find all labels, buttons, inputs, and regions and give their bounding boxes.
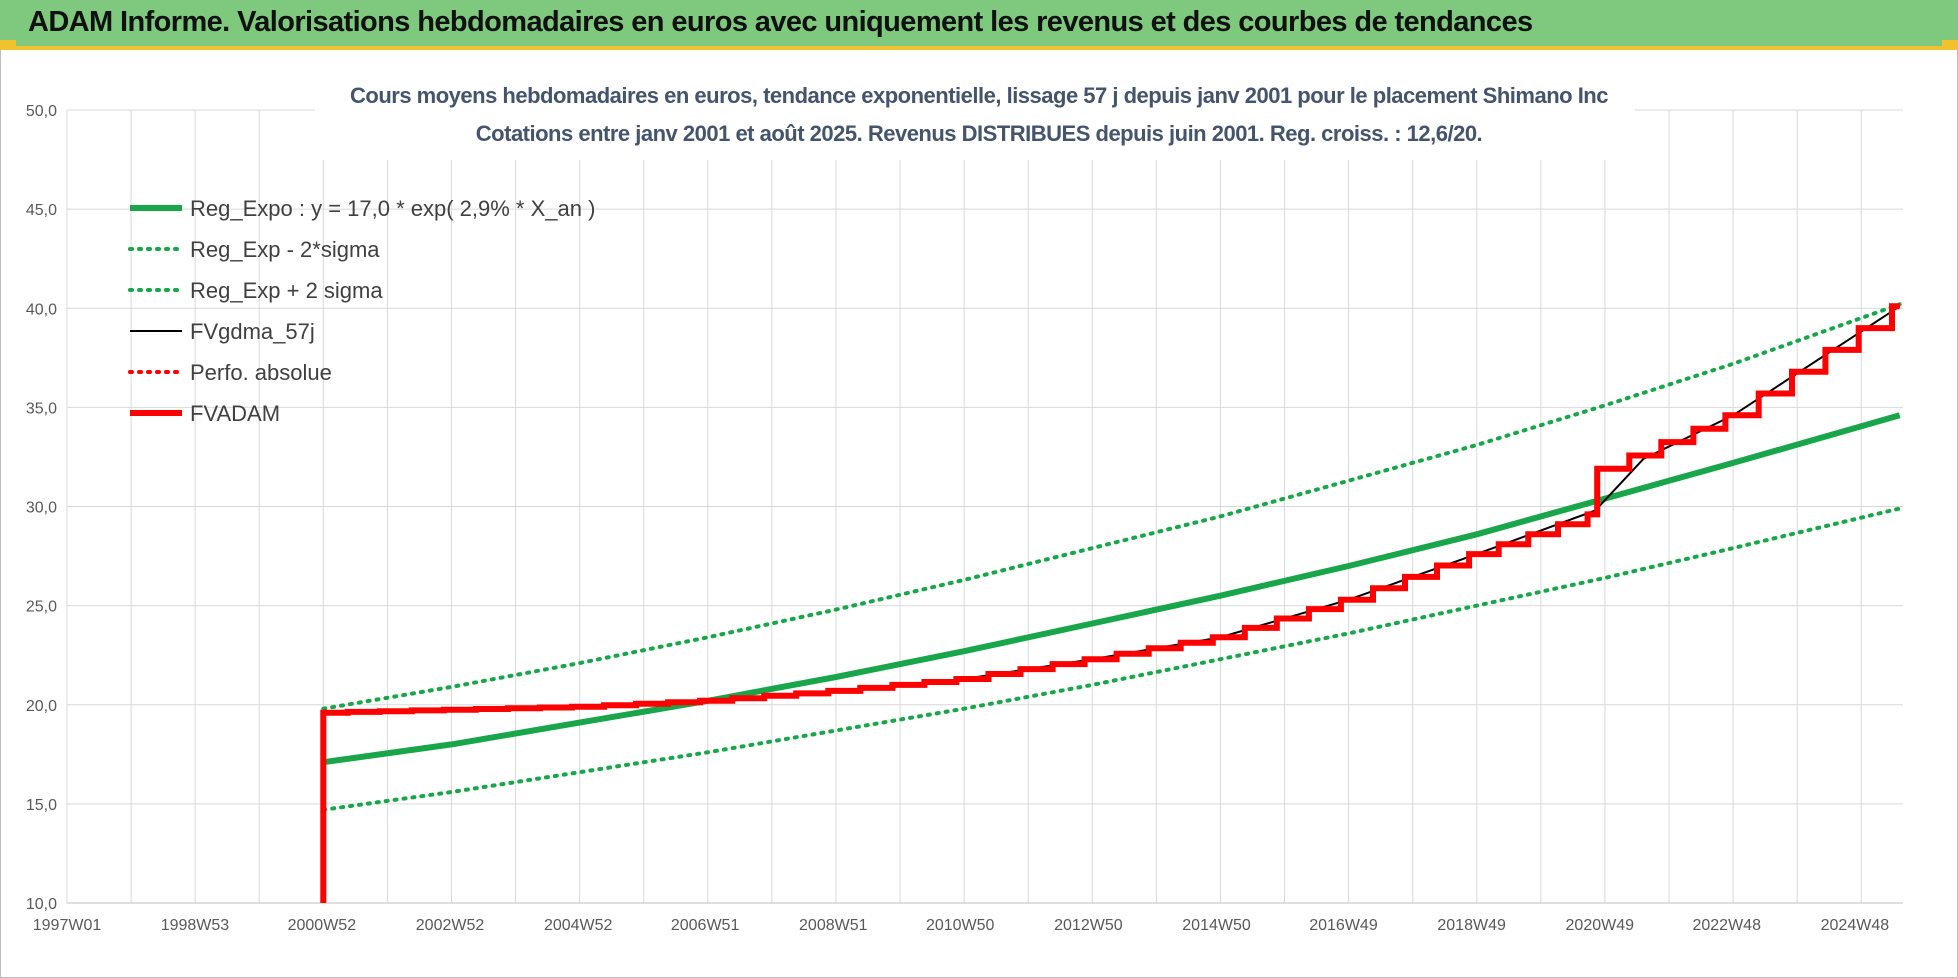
x-tick-label: 2024W48	[1821, 917, 1890, 934]
y-axis-ticks: 10,0 15,0 20,0 25,0 30,0 35,0 40,0 45,0 50,0	[26, 103, 57, 913]
x-tick-label: 2002W52	[416, 917, 485, 934]
x-tick-label: 2016W49	[1309, 917, 1378, 934]
corner-accent-right	[1942, 40, 1958, 50]
legend-label: Reg_Exp - 2*sigma	[190, 237, 380, 262]
series-line	[322, 412, 1901, 766]
header-bar: ADAM Informe. Valorisations hebdomadaire…	[0, 0, 1958, 50]
legend-label: Reg_Exp + 2 sigma	[190, 278, 383, 303]
legend-label: FVgdma_57j	[190, 319, 315, 344]
series-line	[320, 303, 1900, 903]
x-axis-ticks: 1997W01 1998W53 2000W52 2002W52 2004W52 2006W…	[33, 917, 1889, 934]
chart-subtitle: Cotations entre janv 2001 et août 2025. …	[476, 121, 1482, 146]
series-line	[321, 302, 1902, 711]
x-tick-label: 2004W52	[544, 917, 613, 934]
x-tick-label: 2012W50	[1054, 917, 1123, 934]
x-tick-label: 2018W49	[1437, 917, 1506, 934]
x-tick-label: 2000W52	[288, 917, 357, 934]
y-tick-label: 30,0	[26, 500, 57, 517]
legend-label: Perfo. absolue	[190, 360, 332, 385]
y-tick-label: 15,0	[26, 797, 57, 814]
x-tick-label: 2020W49	[1566, 917, 1635, 934]
page-title: ADAM Informe. Valorisations hebdomadaire…	[28, 6, 1533, 38]
y-tick-label: 45,0	[26, 202, 57, 219]
x-tick-label: 1998W53	[161, 917, 230, 934]
x-tick-label: 2022W48	[1692, 917, 1761, 934]
series-lines	[320, 302, 1902, 903]
legend-label: Reg_Expo : y = 17,0 * exp( 2,9% * X_an )	[190, 196, 595, 221]
x-tick-label: 1997W01	[33, 917, 102, 934]
legend: Reg_Expo : y = 17,0 * exp( 2,9% * X_an )…	[128, 196, 595, 426]
x-tick-label: 2014W50	[1182, 917, 1251, 934]
x-tick-label: 2010W50	[926, 917, 995, 934]
x-tick-label: 2008W51	[799, 917, 868, 934]
title-backdrop	[315, 78, 1635, 160]
y-tick-label: 50,0	[26, 103, 57, 120]
grid-lines	[66, 109, 1903, 904]
y-tick-label: 25,0	[26, 599, 57, 616]
legend-label: FVADAM	[190, 401, 280, 426]
y-tick-label: 40,0	[26, 301, 57, 318]
chart-title: Cours moyens hebdomadaires en euros, ten…	[350, 83, 1608, 108]
series-line	[323, 305, 1901, 714]
corner-accent-left	[0, 40, 16, 50]
x-tick-label: 2006W51	[671, 917, 740, 934]
series-line	[321, 506, 1902, 812]
y-tick-label: 35,0	[26, 400, 57, 417]
y-tick-label: 10,0	[26, 896, 57, 913]
y-tick-label: 20,0	[26, 698, 57, 715]
